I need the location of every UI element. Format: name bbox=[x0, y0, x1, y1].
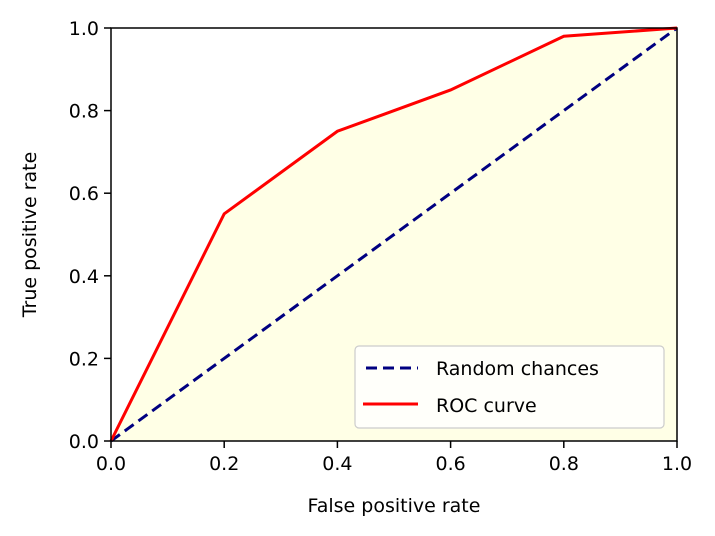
x-tick-label: 1.0 bbox=[662, 453, 692, 475]
x-tick-label: 0.6 bbox=[435, 453, 465, 475]
y-tick-label: 0.6 bbox=[69, 183, 99, 205]
roc-curve-line bbox=[109, 26, 678, 442]
y-tick-label: 0.2 bbox=[69, 348, 99, 370]
legend: Random chances ROC curve bbox=[354, 345, 665, 429]
x-axis-label: False positive rate bbox=[308, 495, 481, 517]
x-tick-label: 0.0 bbox=[96, 453, 126, 475]
y-tick-label: 1.0 bbox=[69, 18, 99, 40]
x-tick-label: 0.2 bbox=[209, 453, 239, 475]
random-chances-line bbox=[110, 26, 678, 443]
y-tick-label: 0.8 bbox=[69, 101, 99, 123]
x-tick-label: 0.4 bbox=[322, 453, 352, 475]
plot-area bbox=[109, 26, 678, 443]
y-tick-label: 0.0 bbox=[69, 431, 99, 453]
y-axis-label: True positive rate bbox=[19, 152, 41, 319]
y-tick-label: 0.4 bbox=[69, 266, 99, 288]
y-axis-ticks: 0.0 0.2 0.4 0.6 0.8 1.0 bbox=[69, 18, 111, 453]
x-axis-ticks: 0.0 0.2 0.4 0.6 0.8 1.0 bbox=[96, 441, 692, 475]
legend-label-roc-curve: ROC curve bbox=[436, 395, 537, 417]
axes-frame bbox=[110, 27, 678, 442]
x-tick-label: 0.8 bbox=[549, 453, 579, 475]
legend-box bbox=[354, 345, 665, 429]
legend-label-random-chances: Random chances bbox=[436, 358, 599, 380]
